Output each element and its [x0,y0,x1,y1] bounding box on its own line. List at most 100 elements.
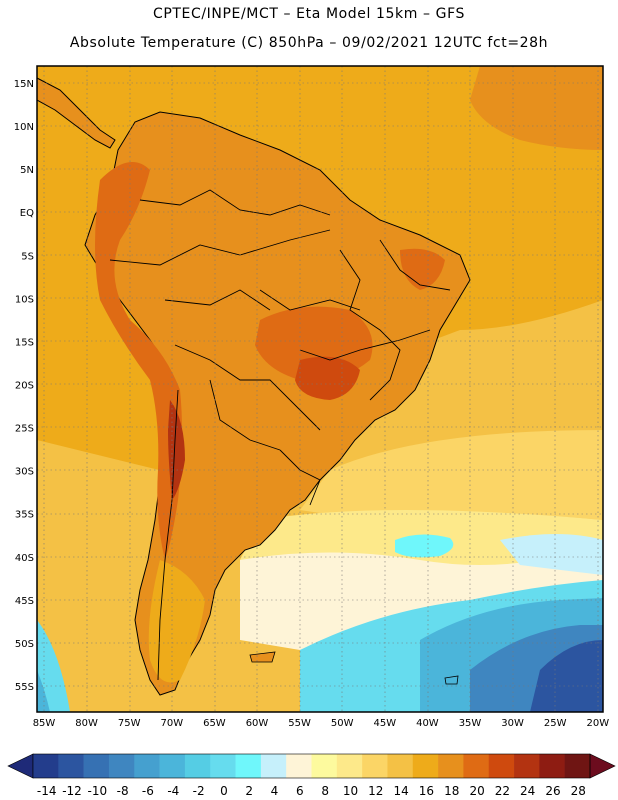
border-brazil-states-4 [379,239,451,291]
longitude-labels: 85W 80W 75W 70W 65W 60W 55W 50W 45W 40W 35W 30W 25W 2… [33,718,610,729]
border-brazil-states-2 [259,289,361,311]
lat-label: 50S [15,639,34,650]
field-cold-4 [530,640,603,712]
colorbar-tick-label: -4 [167,784,179,798]
falkland-islands [249,651,276,663]
chart-title: CPTEC/INPE/MCT – Eta Model 15km – GFS [152,6,466,22]
lon-label: 20W [586,718,609,729]
border-bolivia-north [164,289,271,311]
lon-label: 25W [544,718,567,729]
land-hot-northeast [400,248,445,290]
colorbar-swatch [134,754,160,778]
field-cyan-patch [395,534,454,558]
lon-label: 85W [33,718,56,729]
land-hottest-interior [295,356,360,400]
colorbar-tick-label: 10 [343,784,358,798]
colorbar-tick-label: 18 [444,784,459,798]
lat-label: 5N [20,165,34,176]
lat-label: EQ [20,208,34,219]
colorbar-swatch [286,754,312,778]
field-lightblue-patch [500,534,603,575]
lon-label: 35W [459,718,482,729]
colorbar-swatch [184,754,211,778]
land-andes-warm [95,162,183,560]
lon-label: 50W [331,718,354,729]
colorbar-tick-label: 28 [571,784,586,798]
lat-label: 35S [15,510,34,521]
colorbar-tick-label: 16 [419,784,434,798]
colorbar-swatch [108,754,135,778]
colorbar-swatch [438,754,464,778]
colorbar-tick-label: 2 [245,784,253,798]
colorbar-labels: -14 -12 -10 -8 -6 -4 -2 0 2 4 6 8 10 12 14 16 18 20 22 24 26… [37,784,586,798]
colorbar-tick-label: -14 [37,784,57,798]
colorbar-tick-label: 4 [271,784,279,798]
colorbar-swatch [33,754,59,778]
border-brazil-states-3 [299,329,431,361]
border-bolivia-south [174,344,321,431]
colorbar-swatch [235,754,262,778]
lat-label: 20S [15,380,34,391]
colorbar-swatch [159,754,186,778]
lon-label: 30W [501,718,524,729]
colorbar-tick-label: -6 [142,784,154,798]
colorbar-swatch [260,754,287,778]
colorbar-swatch [412,754,439,778]
colorbar-tick-label: 8 [321,784,329,798]
lat-label: 30S [15,467,34,478]
colorbar-swatch [387,754,414,778]
colorbar-tick-label: 0 [220,784,228,798]
field-cream [240,552,603,650]
colorbar-tick-label: -2 [193,784,205,798]
border-north [139,189,331,216]
lon-label: 80W [75,718,98,729]
colorbar-swatch [539,754,565,778]
colorbar-tick-label: 20 [469,784,484,798]
south-georgia [444,675,459,685]
field-atlantic-blob [470,66,603,150]
colorbar-frame [32,753,591,779]
colorbar-tick-label: 24 [520,784,535,798]
lon-label: 75W [118,718,141,729]
colorbar-tick-label: -8 [117,784,129,798]
lon-label: 65W [203,718,226,729]
lat-label: 5S [21,251,34,262]
border-chile-argentina [157,389,179,681]
land-andes-hot [168,400,185,500]
map-frame [36,65,604,713]
chart-subtitle: Absolute Temperature (C) 850hPa – 09/02/… [69,35,549,51]
lon-label: 40W [416,718,439,729]
field-cool-yellow [300,430,603,520]
colorbar-over-arrow [589,753,616,779]
colorbar-swatch [210,754,236,778]
colorbar-tick-label: 6 [296,784,304,798]
lat-label: 10N [14,122,34,133]
border-brazil-states-1 [339,249,401,401]
colorbar-swatch [362,754,388,778]
lat-label: 15N [14,79,34,90]
latitude-labels: 15N 10N 5N EQ 5S 10S 15S 20S 25S 30S 35S 40S 45S 50S 5… [14,79,34,693]
border-peru-brazil [109,229,331,266]
colorbar-swatch [463,754,490,778]
field-cold-sw-2 [37,670,50,712]
lon-label: 60W [246,718,269,729]
lat-label: 45S [15,596,34,607]
lat-label: 40S [15,553,34,564]
colorbar-swatch [488,754,515,778]
colorbar-under-arrow [7,753,34,779]
colorbar-tick-label: 12 [368,784,383,798]
lon-label: 45W [373,718,396,729]
colorbar-swatch [336,754,363,778]
colorbar-swatch [514,754,540,778]
colorbar-swatch [564,754,591,778]
lat-label: 10S [15,294,34,305]
lat-label: 55S [15,682,34,693]
lon-label: 55W [288,718,311,729]
central-america-land [37,77,116,149]
colorbar-swatch [311,754,338,778]
colorbar-swatch [58,754,84,778]
colorbar-tick-label: -10 [87,784,107,798]
colorbar-tick-label: 22 [495,784,510,798]
lon-label: 70W [160,718,183,729]
